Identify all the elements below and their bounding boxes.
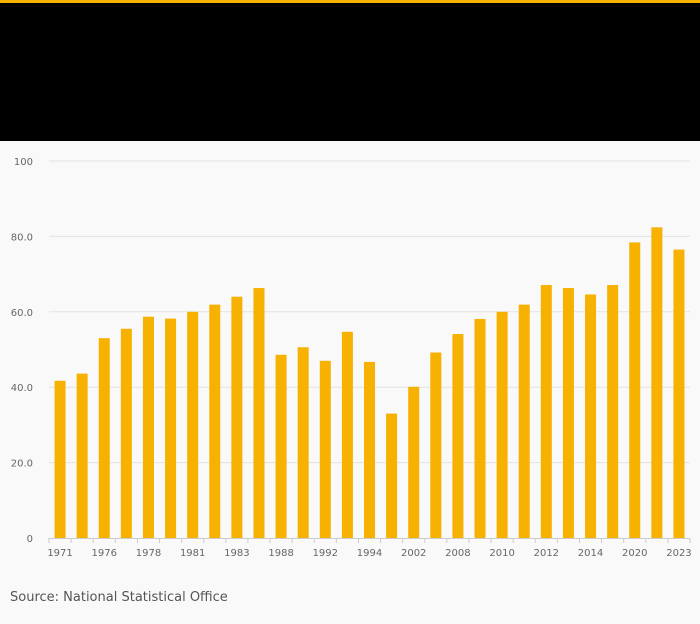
x-tick-label: 2012 [534, 548, 559, 559]
top-accent-bar [0, 0, 700, 3]
bar [629, 242, 641, 538]
y-tick-label: 60.0 [11, 308, 33, 319]
source-note: Source: National Statistical Office [10, 590, 228, 605]
bar [364, 361, 375, 538]
x-tick-label: 1983 [224, 548, 249, 559]
bar-chart-svg: 0 20.0 40.0 60.0 80.0 100 1971 1976 1978 1981 198… [11, 157, 692, 559]
bar [540, 285, 552, 538]
x-tick-label: 2023 [666, 548, 691, 559]
y-tick-label: 80.0 [11, 232, 33, 243]
y-tick-label: 0 [27, 534, 33, 545]
bar [496, 311, 508, 538]
x-axis-tick-labels: 1971 1976 1978 1981 1983 1988 1992 1994 2002 2008… [47, 548, 691, 559]
y-axis-tick-labels: 0 20.0 40.0 60.0 80.0 100 [11, 157, 33, 545]
y-tick-label: 40.0 [11, 383, 33, 394]
bar [585, 294, 597, 538]
bar [341, 331, 353, 538]
y-tick-label: 20.0 [11, 459, 33, 470]
x-tick-label: 1976 [92, 548, 117, 559]
bar [297, 347, 309, 538]
x-tick-label: 1971 [47, 548, 72, 559]
bar [187, 311, 199, 538]
x-tick-label: 2002 [401, 548, 426, 559]
x-tick-label: 2020 [622, 548, 647, 559]
bar [518, 304, 530, 538]
header-band [0, 3, 700, 141]
bar [253, 288, 265, 538]
y-tick-label: 100 [14, 157, 33, 168]
bar [607, 285, 619, 538]
bar [474, 318, 486, 538]
bar [430, 352, 442, 538]
x-axis [48, 538, 691, 543]
bar [408, 386, 420, 538]
bar [142, 316, 154, 538]
bar [319, 360, 331, 538]
bar [98, 338, 110, 538]
x-tick-label: 1978 [136, 548, 161, 559]
x-tick-label: 1988 [268, 548, 293, 559]
bar [386, 413, 398, 538]
x-tick-label: 2008 [445, 548, 470, 559]
bar-chart: 0 20.0 40.0 60.0 80.0 100 1971 1976 1978 1981 198… [0, 141, 700, 571]
x-tick-label: 1994 [357, 548, 382, 559]
bar [209, 304, 221, 538]
bar [165, 318, 177, 538]
x-tick-label: 2010 [489, 548, 514, 559]
bar [651, 227, 663, 538]
bar [452, 334, 464, 538]
bar [673, 249, 685, 538]
bar [562, 288, 574, 538]
bar [76, 373, 88, 538]
x-tick-label: 1992 [313, 548, 338, 559]
bars [54, 227, 685, 538]
bar [120, 328, 132, 538]
x-tick-label: 2014 [578, 548, 603, 559]
bar [231, 296, 243, 538]
x-tick-label: 1981 [180, 548, 205, 559]
bar [275, 354, 287, 538]
bar [54, 380, 66, 538]
